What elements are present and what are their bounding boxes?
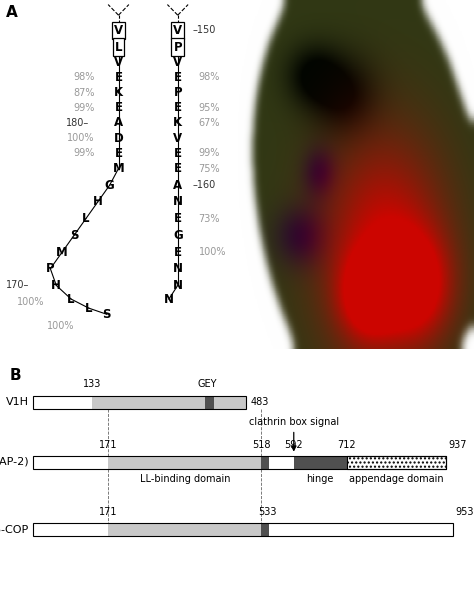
Text: 98%: 98% bbox=[199, 72, 220, 82]
Text: K: K bbox=[173, 116, 182, 129]
Text: β2 (AP-2): β2 (AP-2) bbox=[0, 458, 28, 467]
Text: H: H bbox=[51, 279, 61, 292]
Text: E: E bbox=[174, 147, 182, 160]
Bar bbox=[92, 396, 205, 409]
Bar bbox=[33, 396, 246, 409]
Text: E: E bbox=[115, 71, 122, 84]
Text: V: V bbox=[114, 24, 123, 37]
Text: 712: 712 bbox=[337, 439, 356, 450]
Bar bbox=[269, 456, 294, 469]
Bar bbox=[346, 456, 446, 469]
Text: P: P bbox=[46, 262, 55, 275]
Text: V: V bbox=[173, 132, 182, 144]
Text: D: D bbox=[114, 132, 123, 144]
Bar bbox=[261, 523, 269, 536]
Text: N: N bbox=[173, 279, 183, 292]
Text: G: G bbox=[105, 179, 115, 191]
Text: 73%: 73% bbox=[199, 214, 220, 223]
Bar bbox=[33, 456, 109, 469]
Bar bbox=[294, 456, 346, 469]
Text: N: N bbox=[173, 262, 183, 275]
Text: E: E bbox=[174, 212, 182, 225]
Text: 171: 171 bbox=[99, 507, 118, 517]
Text: E: E bbox=[174, 162, 182, 175]
Text: L: L bbox=[115, 40, 122, 54]
Text: 99%: 99% bbox=[199, 148, 220, 158]
Text: V: V bbox=[173, 24, 182, 37]
Text: hinge: hinge bbox=[307, 474, 334, 484]
Text: 99%: 99% bbox=[73, 148, 95, 158]
Text: –160: –160 bbox=[192, 180, 216, 190]
Text: E: E bbox=[174, 101, 182, 114]
Text: A: A bbox=[173, 179, 182, 191]
Text: V: V bbox=[114, 56, 123, 69]
Text: N: N bbox=[164, 293, 174, 306]
Text: 87%: 87% bbox=[73, 88, 95, 98]
Text: K: K bbox=[114, 86, 123, 99]
Text: M: M bbox=[56, 246, 68, 258]
Text: V: V bbox=[173, 56, 182, 69]
Text: P: P bbox=[173, 40, 182, 54]
Text: E: E bbox=[174, 246, 182, 258]
Bar bbox=[269, 523, 453, 536]
Text: 100%: 100% bbox=[67, 133, 95, 143]
Text: 592: 592 bbox=[284, 439, 303, 450]
Text: E: E bbox=[115, 101, 122, 114]
Text: 98%: 98% bbox=[73, 72, 95, 82]
Bar bbox=[261, 456, 269, 469]
Text: 99%: 99% bbox=[73, 103, 95, 113]
Text: β-COP: β-COP bbox=[0, 525, 28, 535]
Bar bbox=[109, 523, 261, 536]
Bar bbox=[33, 523, 453, 536]
Text: L: L bbox=[82, 212, 90, 225]
Text: 953: 953 bbox=[455, 507, 474, 517]
Text: V1H: V1H bbox=[5, 397, 28, 407]
Text: 95%: 95% bbox=[199, 103, 220, 113]
Text: P: P bbox=[173, 86, 182, 99]
Text: GEY: GEY bbox=[197, 379, 217, 389]
Text: 483: 483 bbox=[251, 397, 269, 407]
Text: LL-binding domain: LL-binding domain bbox=[139, 474, 230, 484]
Text: 180–: 180– bbox=[65, 118, 89, 128]
Bar bbox=[33, 396, 92, 409]
Bar bbox=[205, 396, 214, 409]
Bar bbox=[109, 456, 261, 469]
Text: B: B bbox=[9, 368, 21, 383]
Text: clathrin box signal: clathrin box signal bbox=[249, 417, 339, 450]
Text: –150: –150 bbox=[192, 25, 216, 36]
Text: 67%: 67% bbox=[199, 118, 220, 128]
Text: 100%: 100% bbox=[46, 321, 74, 331]
Text: M: M bbox=[113, 162, 124, 175]
Text: H: H bbox=[93, 196, 103, 208]
Text: 937: 937 bbox=[448, 439, 466, 450]
Bar bbox=[346, 456, 446, 469]
Text: 100%: 100% bbox=[199, 247, 226, 257]
Text: E: E bbox=[115, 147, 122, 160]
Text: 518: 518 bbox=[252, 439, 271, 450]
Bar bbox=[33, 456, 446, 469]
Bar bbox=[33, 523, 109, 536]
Bar bbox=[214, 396, 246, 409]
Text: 533: 533 bbox=[258, 507, 277, 517]
Text: A: A bbox=[6, 5, 18, 19]
Text: S: S bbox=[70, 229, 78, 242]
Text: 133: 133 bbox=[82, 379, 101, 389]
Text: 170–: 170– bbox=[6, 281, 29, 290]
Text: A: A bbox=[114, 116, 123, 129]
Text: E: E bbox=[174, 71, 182, 84]
Text: 100%: 100% bbox=[17, 297, 45, 307]
Text: appendage domain: appendage domain bbox=[349, 474, 443, 484]
Text: L: L bbox=[67, 293, 75, 306]
Text: G: G bbox=[173, 229, 182, 242]
Text: S: S bbox=[102, 308, 111, 321]
Text: L: L bbox=[85, 302, 92, 315]
Text: 75%: 75% bbox=[199, 164, 220, 173]
Text: 171: 171 bbox=[99, 439, 118, 450]
Text: N: N bbox=[173, 196, 183, 208]
